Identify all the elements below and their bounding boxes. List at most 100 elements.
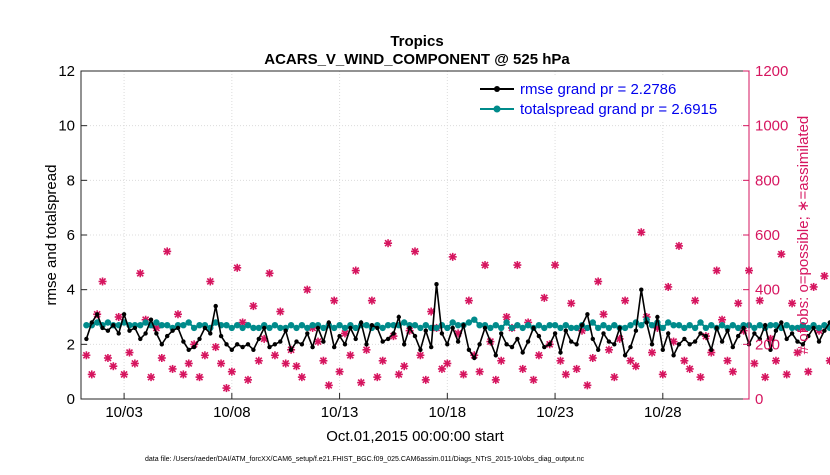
rmse-point <box>752 331 757 336</box>
rmse-point <box>288 347 294 352</box>
obs-marker <box>319 356 328 365</box>
rmse-point <box>245 342 251 347</box>
spread-point <box>729 322 736 329</box>
rmse-point <box>445 342 450 347</box>
spread-point <box>255 324 262 332</box>
y-tick-label: 6 <box>67 227 75 244</box>
rmse-point <box>547 342 552 347</box>
obs-marker <box>518 364 527 373</box>
obs-marker <box>712 266 721 275</box>
spread-point <box>772 322 780 329</box>
rmse-point <box>736 333 741 339</box>
spread-point <box>697 319 704 326</box>
spread-point <box>568 324 575 332</box>
rmse-point <box>418 347 423 352</box>
obs-marker <box>491 375 500 384</box>
obs-marker <box>400 362 409 371</box>
rmse-point <box>628 344 633 350</box>
obs-marker <box>125 348 134 357</box>
rmse-point <box>402 342 407 347</box>
spread-point <box>595 324 602 332</box>
rmse-point <box>213 303 218 309</box>
spread-point <box>508 324 516 332</box>
spread-point <box>379 324 386 332</box>
rmse-point <box>321 339 326 344</box>
legend-rmse-marker <box>494 86 500 92</box>
rmse-point <box>191 344 197 350</box>
rmse-point <box>100 325 105 331</box>
spread-point <box>212 319 219 326</box>
x-tick-label: 10/03 <box>105 404 143 421</box>
obs-marker <box>761 373 770 382</box>
spread-point <box>799 322 807 329</box>
spread-point <box>298 322 306 329</box>
obs-marker <box>658 370 667 379</box>
spread-point <box>691 324 699 332</box>
rmse-point <box>423 328 428 333</box>
rmse-point <box>816 339 822 344</box>
obs-marker <box>561 370 570 379</box>
rmse-point <box>493 353 498 358</box>
obs-marker <box>631 362 640 371</box>
rmse-point <box>326 320 331 325</box>
rmse-point <box>730 344 735 350</box>
y-tick-label: 10 <box>58 118 75 135</box>
rmse-point <box>148 317 154 322</box>
x-tick-label: 10/13 <box>321 404 359 421</box>
obs-marker <box>529 375 538 384</box>
spread-point <box>401 319 408 326</box>
rmse-point <box>515 336 520 342</box>
rmse-point <box>278 339 283 344</box>
y-right-tick-label: 0 <box>755 391 763 408</box>
spread-point <box>266 324 273 332</box>
obs-marker <box>723 356 732 365</box>
obs-marker <box>98 277 107 286</box>
obs-marker <box>820 272 829 280</box>
y-tick-label: 0 <box>67 391 75 408</box>
rmse-point <box>525 339 531 344</box>
rmse-point <box>283 328 288 333</box>
obs-marker <box>750 359 759 368</box>
rmse-point <box>353 336 358 342</box>
obs-marker <box>621 296 630 305</box>
rmse-point <box>552 331 558 336</box>
obs-marker <box>556 356 565 365</box>
rmse-point <box>811 325 816 331</box>
rmse-point <box>800 342 806 347</box>
y-tick-label: 2 <box>67 336 75 353</box>
spread-point <box>277 324 284 332</box>
obs-marker <box>254 356 263 365</box>
rmse-point <box>342 342 348 347</box>
obs-marker <box>249 302 258 311</box>
spread-point <box>83 322 90 329</box>
rmse-point <box>95 312 100 317</box>
obs-marker <box>222 384 231 393</box>
obs-marker <box>130 359 139 368</box>
spread-point <box>244 322 252 329</box>
rmse-point <box>396 314 401 320</box>
spread-point <box>584 324 591 332</box>
rmse-point <box>499 331 504 336</box>
spread-point <box>600 322 607 329</box>
rmse-point <box>310 344 315 350</box>
legend-rmse-label: rmse grand pr = 2.2786 <box>520 81 676 98</box>
spread-point <box>788 324 796 332</box>
rmse-point <box>671 353 676 358</box>
spread-point <box>492 322 499 329</box>
obs-marker <box>572 364 581 373</box>
obs-marker <box>534 351 543 360</box>
spread-point <box>821 322 828 329</box>
y-tick-label: 8 <box>67 172 75 189</box>
spread-point <box>422 322 429 329</box>
rmse-point <box>116 331 121 336</box>
legend: rmse grand pr = 2.2786 totalspread grand… <box>476 75 740 121</box>
spread-point <box>94 319 101 326</box>
spread-point <box>433 324 440 332</box>
obs-marker <box>200 351 209 360</box>
rmse-point <box>719 339 725 344</box>
obs-marker <box>604 345 613 354</box>
obs-marker <box>691 296 700 305</box>
obs-marker <box>114 313 123 321</box>
spread-point <box>417 324 424 332</box>
